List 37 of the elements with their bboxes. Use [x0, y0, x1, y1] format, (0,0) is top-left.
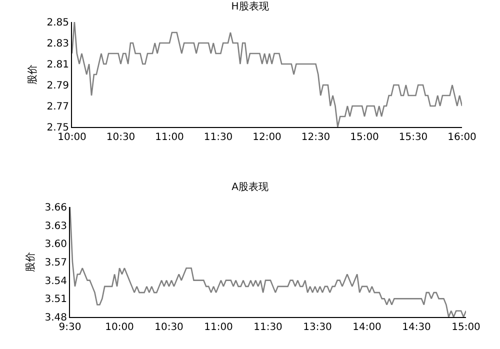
y-tick-label: 2.75	[46, 122, 69, 134]
x-tick-label: 10:30	[154, 322, 184, 333]
x-tick-label: 12:30	[301, 132, 330, 143]
x-tick-label: 12:00	[252, 132, 282, 143]
x-tick-label: 11:00	[204, 322, 233, 333]
y-tick-label: 3.51	[44, 294, 67, 306]
x-tick-label: 16:00	[448, 132, 476, 143]
x-tick-label: 13:30	[303, 322, 332, 333]
line-series	[72, 22, 462, 127]
y-tick-label: 3.63	[44, 220, 67, 232]
x-tick-label: 9:30	[58, 322, 82, 333]
y-tick-label: 3.57	[44, 258, 67, 268]
x-tick-label: 15:00	[350, 132, 379, 143]
y-tick-label: 2.77	[46, 102, 69, 112]
y-tick-label: 2.83	[46, 38, 69, 50]
x-tick-label: 10:00	[58, 132, 86, 143]
x-tick-label: 10:00	[105, 322, 134, 333]
chart-title: H股表现	[231, 0, 269, 13]
x-tick-label: 11:30	[204, 132, 233, 143]
y-tick-label: 3.66	[44, 202, 67, 214]
x-tick-label: 15:00	[452, 322, 480, 333]
x-tick-label: 14:00	[352, 322, 382, 333]
y-tick-label: 3.60	[44, 239, 67, 250]
line-series	[70, 207, 466, 317]
x-tick-label: 11:30	[254, 322, 282, 333]
y-axis-title: 股价	[26, 64, 39, 84]
chart-title: A股表现	[232, 180, 268, 193]
y-tick-label: 3.48	[44, 312, 67, 324]
y-axis-title: 股价	[24, 252, 37, 272]
y-tick-label: 2.79	[46, 80, 69, 92]
y-tick-label: 3.54	[44, 276, 67, 287]
x-tick-label: 15:30	[398, 132, 428, 143]
y-tick-label: 2.85	[46, 18, 69, 28]
x-tick-label: 14:30	[402, 322, 431, 333]
y-tick-label: 2.81	[46, 60, 69, 70]
x-tick-label: 10:30	[106, 132, 136, 143]
x-tick-label: 11:00	[155, 132, 184, 143]
